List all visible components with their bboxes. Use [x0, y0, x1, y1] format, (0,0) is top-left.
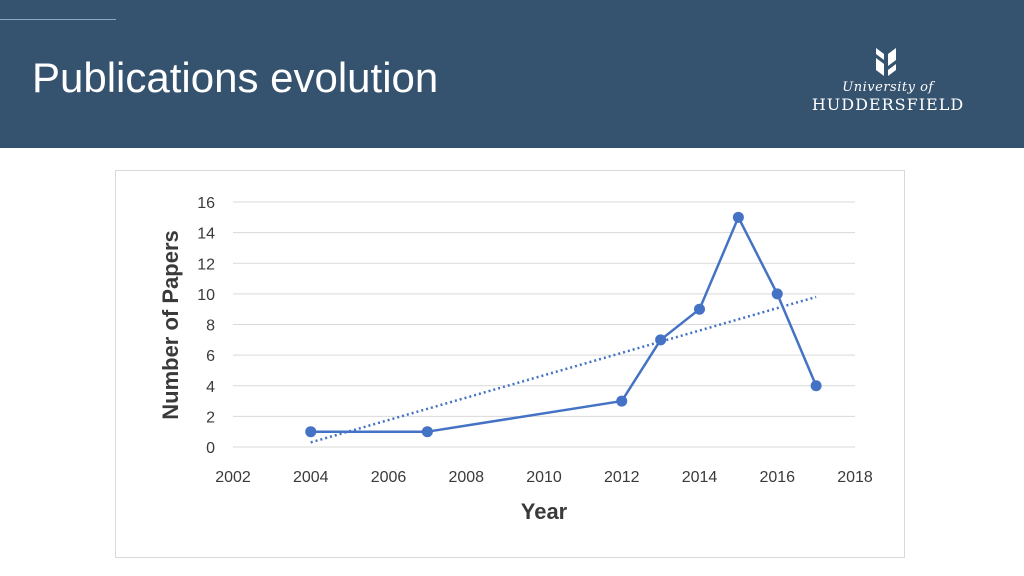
x-tick-label: 2002 [215, 469, 251, 486]
slide-title: Publications evolution [32, 54, 439, 101]
data-point-2016 [771, 288, 783, 300]
data-point-2012 [616, 395, 628, 407]
y-tick-label: 6 [206, 348, 215, 365]
slide-header: Publications evolution University of HUD… [0, 0, 1024, 148]
y-axis-title: Number of Papers [158, 230, 183, 420]
data-point-2015 [732, 211, 744, 223]
series-layer [305, 211, 822, 438]
data-point-2007 [421, 426, 433, 438]
y-tick-label: 14 [197, 226, 215, 243]
x-axis-title: Year [521, 499, 568, 524]
logo-text-huddersfield: HUDDERSFIELD [811, 95, 965, 114]
x-tick-label: 2014 [682, 469, 718, 486]
data-point-2017 [810, 380, 822, 392]
x-tick-label: 2004 [293, 469, 329, 486]
logo-text-university-of: University of [842, 80, 934, 95]
y-tick-label: 0 [206, 440, 215, 457]
data-point-2013 [655, 334, 667, 346]
y-tick-label: 10 [197, 287, 215, 304]
header-accent-line [0, 19, 116, 20]
trendline-layer [310, 295, 817, 444]
x-tick-label: 2006 [371, 469, 407, 486]
linear-trendline [310, 295, 817, 444]
y-tick-label: 16 [197, 195, 215, 212]
y-tick-label: 2 [206, 409, 215, 426]
y-tick-label: 4 [206, 379, 215, 396]
x-tick-label: 2008 [448, 469, 484, 486]
chart-frame: 0 2 4 6 8 10 12 14 16 2002 2004 2006 2008 2010 2012 20… [115, 170, 905, 558]
data-point-2014 [694, 303, 705, 315]
data-point-2004 [305, 426, 317, 438]
x-tick-label: 2012 [604, 469, 640, 486]
x-tick-labels: 2002 2004 2006 2008 2010 2012 2014 2016 2018 [215, 469, 873, 486]
chart-gridlines [233, 201, 855, 448]
y-tick-labels: 0 2 4 6 8 10 12 14 16 [197, 195, 215, 457]
series-line [310, 216, 818, 433]
y-tick-label: 12 [197, 256, 215, 273]
x-tick-label: 2018 [837, 469, 873, 486]
y-tick-label: 8 [206, 318, 215, 335]
university-crest-icon [876, 48, 896, 76]
x-tick-label: 2010 [526, 469, 562, 486]
university-logo: University of HUDDERSFIELD [800, 42, 976, 116]
x-tick-label: 2016 [759, 469, 795, 486]
